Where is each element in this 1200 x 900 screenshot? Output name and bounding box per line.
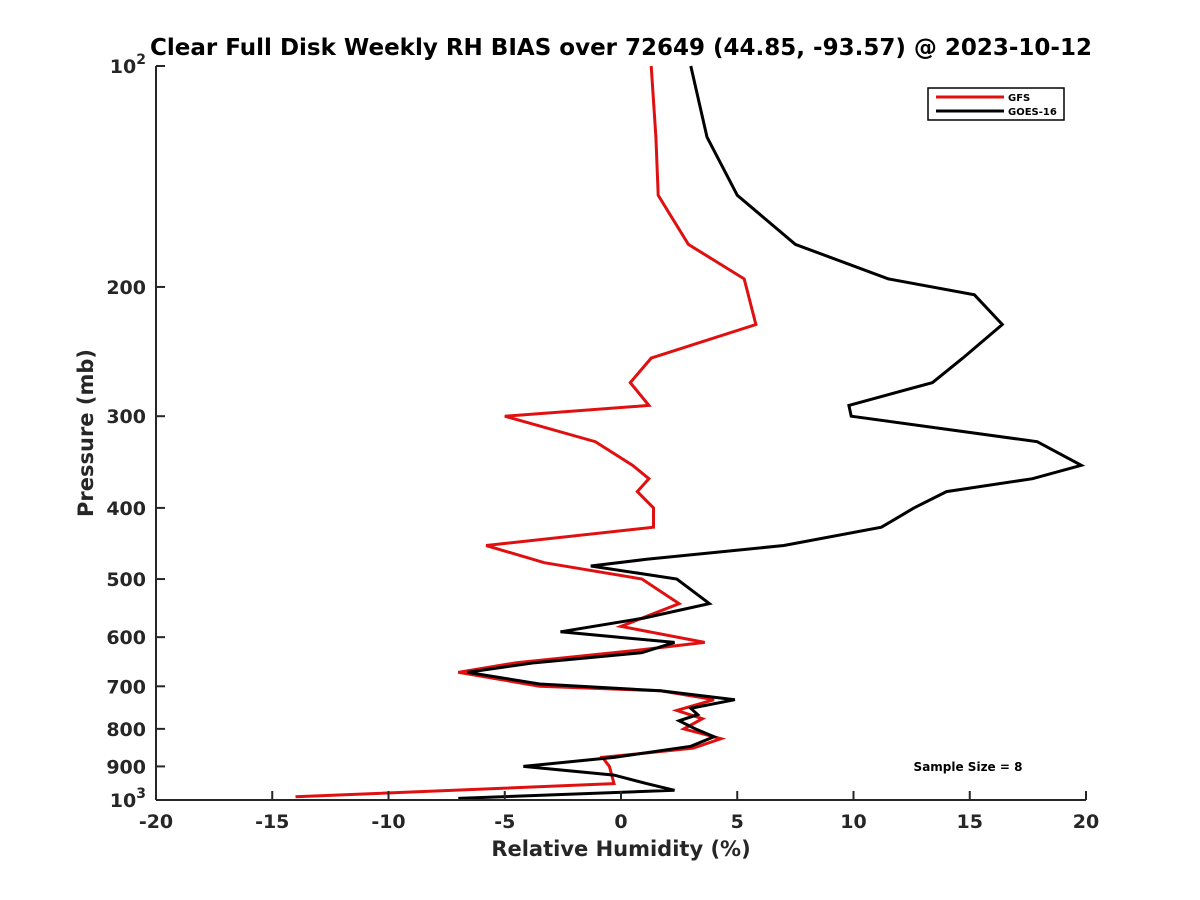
y-tick-label: 700 [106, 676, 146, 698]
y-tick-label: 300 [106, 406, 146, 428]
legend: GFS GOES-16 [927, 87, 1065, 121]
x-tick-label: 20 [1073, 811, 1099, 833]
x-tick-label: -20 [139, 811, 173, 833]
y-tick-label: 800 [106, 719, 146, 741]
y-tick-label: 600 [106, 627, 146, 649]
y-axis-title: Pressure (mb) [74, 349, 98, 517]
y-tick-label: 900 [106, 756, 146, 778]
x-ticks: -20 -15 -10 -5 0 5 10 15 20 [139, 791, 1099, 833]
x-tick-label: 10 [840, 811, 866, 833]
y-tick-label: 400 [106, 498, 146, 520]
y-tick-label: 103 [110, 786, 146, 812]
series-layer [295, 65, 1086, 800]
y-ticks: 102 200 300 400 500 600 700 800 900 103 [106, 52, 165, 812]
sample-size-annotation: Sample Size = 8 [914, 760, 1023, 774]
legend-label-gfs: GFS [1008, 93, 1030, 104]
y-tick-label: 500 [106, 569, 146, 591]
x-axis-title: Relative Humidity (%) [491, 837, 750, 861]
x-tick-label: -10 [371, 811, 405, 833]
legend-box [927, 87, 1065, 121]
x-tick-label: -15 [255, 811, 289, 833]
y-tick-label: 102 [110, 52, 146, 78]
x-tick-label: 15 [957, 811, 983, 833]
x-tick-label: -5 [494, 811, 515, 833]
legend-label-goes-16: GOES-16 [1008, 107, 1057, 118]
series-line-gfs [295, 65, 758, 799]
y-tick-label: 200 [106, 277, 146, 299]
x-tick-label: 5 [731, 811, 744, 833]
x-tick-label: 0 [614, 811, 627, 833]
chart-title: Clear Full Disk Weekly RH BIAS over 7264… [150, 35, 1092, 61]
series-line-goes-16 [458, 65, 1086, 800]
